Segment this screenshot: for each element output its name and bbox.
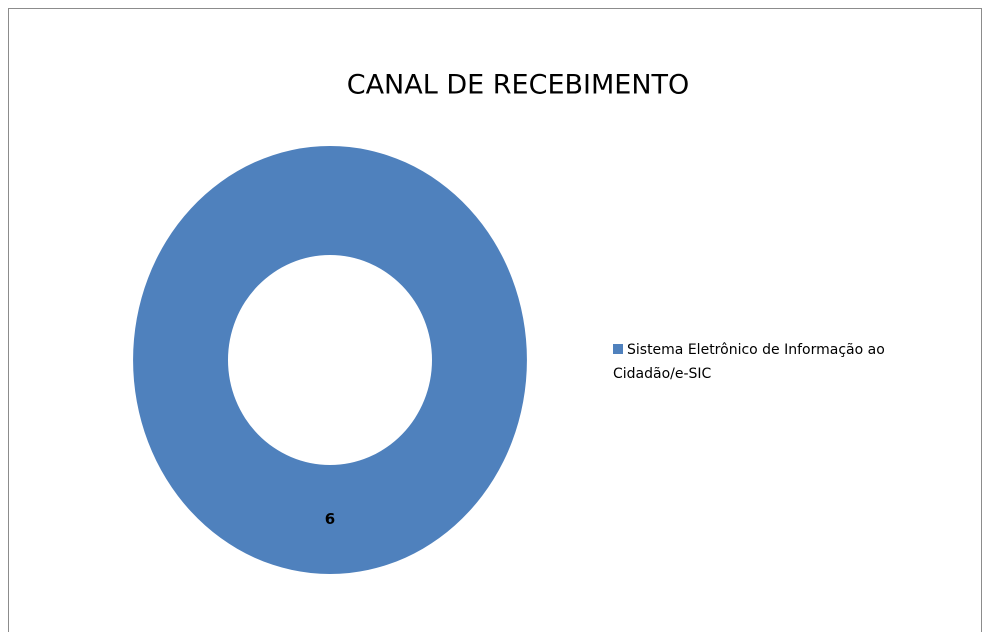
data-label: 6 — [325, 510, 335, 528]
legend-swatch — [613, 344, 623, 354]
legend-label: Sistema Eletrônico de Informação ao Cida… — [613, 342, 885, 382]
chart-title: CANAL DE RECEBIMENTO — [347, 70, 690, 101]
legend-item: Sistema Eletrônico de Informação ao Cida… — [613, 338, 953, 386]
legend: Sistema Eletrônico de Informação ao Cida… — [613, 338, 953, 386]
donut-slice — [133, 146, 527, 574]
